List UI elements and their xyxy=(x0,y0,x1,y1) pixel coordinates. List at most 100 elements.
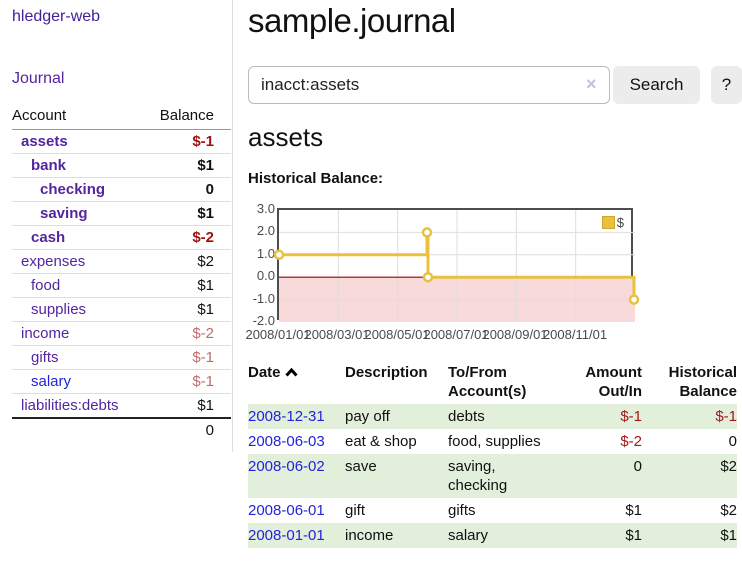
transaction-accounts: salary xyxy=(448,527,489,544)
plot-area: $ xyxy=(273,208,640,322)
transaction-description: save xyxy=(345,458,377,475)
account-balance: $2 xyxy=(143,249,231,274)
x-axis-tick: 2008/09/01 xyxy=(482,327,548,342)
transaction-balance: $2 xyxy=(720,458,737,475)
table-row: 2008-01-01 income salary $1 $1 xyxy=(248,523,737,548)
transaction-balance: 0 xyxy=(728,433,737,450)
transaction-date-link[interactable]: 2008-12-31 xyxy=(248,408,325,425)
sidebar-item-saving[interactable]: saving xyxy=(40,205,88,222)
table-row: saving $1 xyxy=(12,201,231,226)
transaction-accounts: gifts xyxy=(448,502,476,519)
transaction-amount: $-1 xyxy=(620,408,642,425)
register-header-amount: Amount Out/In xyxy=(585,364,642,400)
y-axis-tick: -1.0 xyxy=(252,291,275,306)
sidebar-item-checking[interactable]: checking xyxy=(40,181,106,198)
y-axis-tick: 2.0 xyxy=(256,223,275,238)
x-axis-tick: 2008/03/01 xyxy=(304,327,370,342)
y-axis-tick: -2.0 xyxy=(252,313,275,328)
account-balance: $1 xyxy=(143,273,231,298)
table-row: food $1 xyxy=(12,273,231,298)
account-balance: $-1 xyxy=(143,129,231,154)
plot-canvas xyxy=(273,210,640,322)
transaction-date-link[interactable]: 2008-06-03 xyxy=(248,433,325,450)
transaction-amount: $1 xyxy=(625,502,642,519)
search-button[interactable]: Search xyxy=(613,66,700,104)
transaction-accounts: saving, checking xyxy=(448,458,508,494)
legend-swatch-icon xyxy=(601,216,615,229)
chart-title: Historical Balance: xyxy=(248,170,384,187)
table-row: assets $-1 xyxy=(12,129,231,154)
legend-label: $ xyxy=(616,215,624,230)
transaction-accounts: food, supplies xyxy=(448,433,541,450)
clear-search-icon[interactable]: × xyxy=(586,74,597,94)
register-header-date[interactable]: Date xyxy=(248,360,345,404)
transaction-description: pay off xyxy=(345,408,390,425)
table-row: cash $-2 xyxy=(12,225,231,250)
register-header-historical: Historical Balance xyxy=(668,364,737,400)
sidebar: hledger-web Journal Account Balance asse… xyxy=(0,0,233,452)
sidebar-item-journal[interactable]: Journal xyxy=(12,70,65,87)
sort-ascending-icon xyxy=(284,363,298,382)
transaction-balance: $2 xyxy=(720,502,737,519)
transaction-balance: $1 xyxy=(720,527,737,544)
table-row: gifts $-1 xyxy=(12,345,231,370)
account-balance: 0 xyxy=(143,177,231,202)
sidebar-item-food[interactable]: food xyxy=(31,277,61,294)
help-button[interactable]: ? xyxy=(711,66,742,104)
table-row: 2008-06-03 eat & shop food, supplies $-2… xyxy=(248,429,737,454)
account-balance: $-1 xyxy=(143,369,231,394)
transaction-description: eat & shop xyxy=(345,433,417,450)
transaction-amount: 0 xyxy=(633,458,642,475)
x-axis-tick: 2008/07/01 xyxy=(423,327,489,342)
register-header-description: Description xyxy=(345,364,428,381)
table-row: 2008-06-01 gift gifts $1 $2 xyxy=(248,498,737,523)
sidebar-item-liabilities-debts[interactable]: liabilities:debts xyxy=(21,397,119,414)
transaction-date-link[interactable]: 2008-06-01 xyxy=(248,502,325,519)
accounts-total-value: 0 xyxy=(143,417,231,442)
y-axis-tick: 0.0 xyxy=(256,268,275,283)
table-row: bank $1 xyxy=(12,153,231,178)
x-axis-tick: 2008/05/01 xyxy=(364,327,430,342)
account-balance: $1 xyxy=(197,397,214,414)
transaction-amount: $1 xyxy=(625,527,642,544)
sidebar-item-cash[interactable]: cash xyxy=(31,229,66,246)
transaction-amount: $-2 xyxy=(620,433,642,450)
table-row: 2008-12-31 pay off debts $-1 $-1 xyxy=(248,404,737,429)
transaction-description: income xyxy=(345,527,394,544)
accounts-header-account: Account xyxy=(12,104,144,130)
sidebar-item-salary[interactable]: salary xyxy=(31,373,72,390)
table-row: expenses $2 xyxy=(12,249,231,274)
account-balance: $-2 xyxy=(143,225,231,250)
account-balance: $-2 xyxy=(143,321,231,346)
data-points xyxy=(273,227,640,305)
y-axis-tick: 1.0 xyxy=(256,246,275,261)
x-axis-tick: 2008/01/01 xyxy=(245,327,311,342)
sidebar-item-expenses[interactable]: expenses xyxy=(21,253,86,270)
accounts-table: Account Balance assets $-1 bank $1 checkin… xyxy=(12,104,231,442)
table-row: checking 0 xyxy=(12,177,231,202)
transaction-date-link[interactable]: 2008-01-01 xyxy=(248,527,325,544)
sidebar-item-gifts[interactable]: gifts xyxy=(31,349,59,366)
transaction-balance: $-1 xyxy=(715,408,737,425)
table-row: salary $-1 xyxy=(12,369,231,394)
transaction-date-link[interactable]: 2008-06-02 xyxy=(248,458,325,475)
page-title: sample.journal xyxy=(248,2,456,39)
register-header-tofrom: To/From Account(s) xyxy=(448,364,527,400)
transaction-accounts: debts xyxy=(448,408,485,425)
x-axis-tick: 2008/11/01 xyxy=(542,327,608,342)
main-content: sample.journal × Search ? assets Histori… xyxy=(245,0,742,582)
accounts-header-balance: Balance xyxy=(143,104,231,130)
sidebar-item-supplies[interactable]: supplies xyxy=(31,301,87,318)
account-balance: $1 xyxy=(143,297,231,322)
app-brand-link[interactable]: hledger-web xyxy=(12,8,101,25)
sidebar-item-bank[interactable]: bank xyxy=(31,157,67,174)
account-balance: $-1 xyxy=(143,345,231,370)
search-input[interactable] xyxy=(248,66,610,104)
sidebar-item-income[interactable]: income xyxy=(21,325,70,342)
sidebar-item-assets[interactable]: assets xyxy=(21,133,68,150)
register-table: Date Description To/From Account(s) Amou… xyxy=(248,360,737,548)
historical-balance-chart: 3.0 2.0 1.0 0.0 -1.0 -2.0 xyxy=(245,196,742,346)
accounts-total-row: 0 xyxy=(12,417,231,442)
table-row: 2008-06-02 save saving, checking 0 $2 xyxy=(248,454,737,498)
table-row: liabilities:debts $1 xyxy=(12,394,231,419)
